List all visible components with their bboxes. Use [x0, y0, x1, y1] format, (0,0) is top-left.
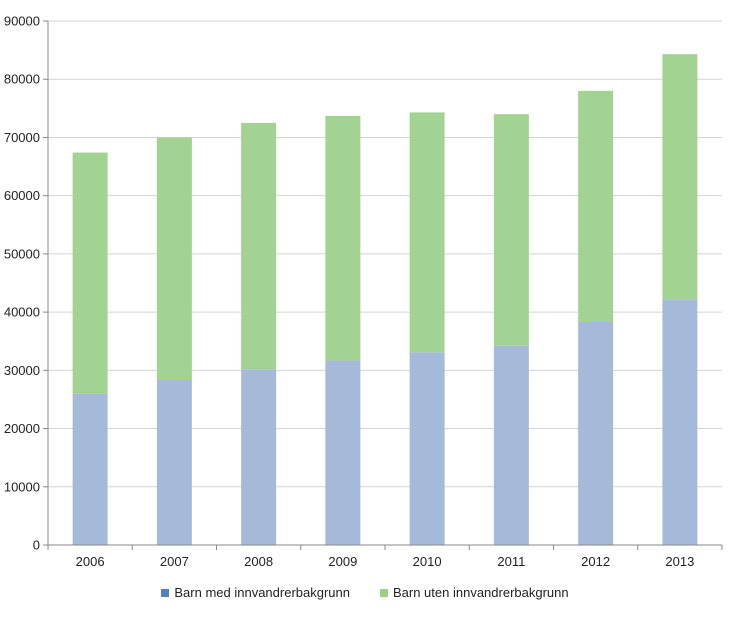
- y-tick-label: 70000: [4, 130, 40, 145]
- y-tick-label: 0: [33, 538, 40, 553]
- bar-segment-uten: [662, 54, 698, 300]
- legend-swatch-uten: [379, 588, 388, 597]
- bar-segment-med: [325, 360, 361, 545]
- bar-segment-med: [72, 393, 108, 545]
- bar-segment-uten: [241, 122, 277, 370]
- bar-segment-med: [156, 379, 192, 545]
- x-tick-labels: 2006 2007 2008 2009 2010 2011 2012 2013: [76, 554, 695, 569]
- bar-segment-med: [241, 369, 277, 545]
- legend-label-uten: Barn uten innvandrerbakgrunn: [392, 585, 569, 600]
- y-tick-label: 90000: [4, 14, 40, 29]
- bar-segment-uten: [72, 152, 108, 394]
- bar-segment-med: [409, 352, 445, 545]
- y-tick-label: 50000: [4, 246, 40, 261]
- legend-swatch-med: [161, 588, 170, 597]
- bars: [72, 54, 698, 545]
- bar-segment-med: [662, 299, 698, 545]
- x-tick-label: 2013: [665, 554, 694, 569]
- x-tick-label: 2008: [244, 554, 273, 569]
- y-tick-label: 40000: [4, 305, 40, 320]
- y-tick-labels: 0 10000 20000 30000 40000 50000 60000 70000 8000…: [4, 14, 40, 553]
- y-tick-label: 80000: [4, 72, 40, 87]
- legend-label-med: Barn med innvandrerbakgrunn: [174, 585, 350, 600]
- stacked-bar-chart: 0 10000 20000 30000 40000 50000 60000 70000 8000…: [4, 14, 723, 569]
- gridlines: [48, 20, 722, 488]
- x-tick-label: 2007: [160, 554, 189, 569]
- x-tick-label: 2009: [328, 554, 357, 569]
- bar-segment-uten: [325, 115, 361, 361]
- x-tick-label: 2006: [76, 554, 105, 569]
- legend-item-med: Barn med innvandrerbakgrunn: [161, 585, 350, 600]
- y-tick-label: 30000: [4, 363, 40, 378]
- bar-segment-uten: [493, 114, 529, 346]
- y-tick-label: 60000: [4, 188, 40, 203]
- bar-segment-uten: [409, 112, 445, 353]
- x-tick-label: 2011: [497, 554, 525, 569]
- bar-segment-uten: [156, 137, 192, 380]
- x-tick-label: 2010: [413, 554, 442, 569]
- x-tick-label: 2012: [581, 554, 610, 569]
- y-tick-label: 20000: [4, 421, 40, 436]
- legend-item-uten: Barn uten innvandrerbakgrunn: [379, 585, 569, 600]
- axes: [43, 20, 723, 550]
- bar-segment-med: [578, 322, 614, 545]
- bar-segment-uten: [578, 90, 614, 323]
- legend: Barn med innvandrerbakgrunn Barn uten in…: [0, 585, 730, 600]
- y-tick-label: 10000: [4, 479, 40, 494]
- bar-segment-med: [493, 345, 529, 545]
